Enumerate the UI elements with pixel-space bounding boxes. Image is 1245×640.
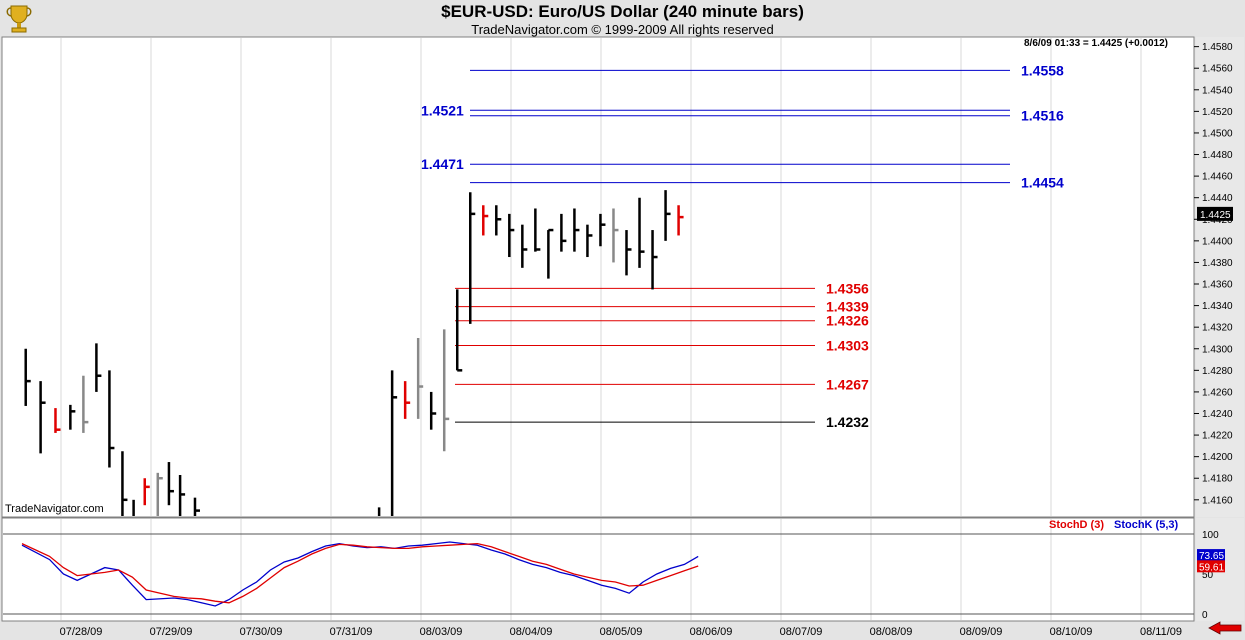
y-tick-label: 1.4180: [1202, 474, 1233, 485]
last-quote: 8/6/09 01:33 = 1.4425 (+0.0012): [1024, 38, 1169, 49]
level-label: 1.4326: [826, 313, 869, 329]
stochk-label: StochK (5,3): [1114, 519, 1179, 531]
y-tick-label: 1.4440: [1202, 193, 1233, 204]
x-tick-label: 07/31/09: [330, 626, 373, 638]
chart-subtitle: TradeNavigator.com © 1999-2009 All right…: [471, 22, 774, 37]
y-tick-label: 1.4480: [1202, 150, 1233, 161]
x-tick-label: 08/06/09: [690, 626, 733, 638]
last-price-box: [1197, 206, 1233, 221]
level-lines: 1.4558 1.4521 1.4516 1.4471 1.4454 1.4356 1.43…: [421, 62, 1064, 430]
stochd-value: 59.61: [1199, 562, 1224, 573]
stochastic-lines: [21, 541, 699, 607]
y-tick-label: 1.4520: [1202, 107, 1233, 118]
x-tick-label: 08/09/09: [960, 626, 1003, 638]
price-bars: [24, 190, 684, 516]
y-tick-label: 1.4260: [1202, 387, 1233, 398]
y-tick-label: 1.4460: [1202, 172, 1233, 183]
scroll-left-arrow-icon[interactable]: [1208, 621, 1242, 635]
y-tick-label: 1.4380: [1202, 258, 1233, 269]
axis-labels: 07/28/09 07/29/09 07/30/09 07/31/09 08/03/09…: [60, 42, 1233, 638]
level-label: 1.4303: [826, 338, 869, 354]
indicator-panel: [1, 517, 1195, 622]
stochd-value-box: [1197, 560, 1225, 573]
x-tick-label: 08/03/09: [420, 626, 463, 638]
level-label: 1.4339: [826, 299, 869, 315]
level-label: 1.4232: [826, 414, 869, 430]
stochd-label: StochD (3): [1049, 519, 1104, 531]
y-tick-label: 1.4160: [1202, 495, 1233, 506]
x-tick-label: 08/08/09: [870, 626, 913, 638]
level-label: 1.4558: [1021, 62, 1064, 78]
y-tick-label: 1.4540: [1202, 85, 1233, 96]
y-tick-label: 1.4580: [1202, 42, 1233, 53]
y-tick-label: 1.4220: [1202, 431, 1233, 442]
price-axis-bg: [1196, 37, 1244, 517]
chart-title: $EUR-USD: Euro/US Dollar (240 minute bar…: [441, 2, 804, 21]
y-tick-label: 1.4200: [1202, 452, 1233, 463]
y-tick-label: 1.4400: [1202, 236, 1233, 247]
y-tick-label: 1.4500: [1202, 128, 1233, 139]
y-tick-label: 1.4240: [1202, 409, 1233, 420]
stoch-tick-label: 100: [1202, 530, 1219, 541]
x-tick-label: 07/28/09: [60, 626, 103, 638]
stoch-series-line: [21, 542, 699, 604]
x-tick-label: 08/05/09: [600, 626, 643, 638]
stoch-series-line: [21, 541, 699, 607]
x-tick-label: 08/11/09: [1140, 626, 1182, 638]
level-label: 1.4471: [421, 156, 464, 172]
price-panel: [1, 36, 1195, 518]
stoch-tick-label: 0: [1202, 610, 1208, 621]
y-tick-label: 1.4560: [1202, 64, 1233, 75]
y-tick-label: 1.4280: [1202, 366, 1233, 377]
level-label: 1.4516: [1021, 108, 1064, 124]
y-tick-label: 1.4360: [1202, 280, 1233, 291]
x-tick-label: 08/04/09: [510, 626, 553, 638]
y-tick-label: 1.4300: [1202, 344, 1233, 355]
stoch-tick-label: 50: [1202, 570, 1214, 581]
grid: [3, 38, 1194, 620]
y-tick-label: 1.4320: [1202, 323, 1233, 334]
level-label: 1.4267: [826, 376, 869, 392]
last-price-label: 1.4425: [1200, 210, 1231, 221]
watermark: TradeNavigator.com: [5, 503, 104, 515]
x-tick-label: 08/10/09: [1050, 626, 1093, 638]
level-label: 1.4521: [421, 102, 464, 118]
y-tick-label: 1.4340: [1202, 301, 1233, 312]
level-label: 1.4356: [826, 280, 869, 296]
x-tick-label: 07/29/09: [150, 626, 193, 638]
stochk-value-box: [1197, 549, 1225, 562]
x-tick-label: 08/07/09: [780, 626, 823, 638]
stochk-value: 73.65: [1199, 551, 1224, 562]
level-label: 1.4454: [1021, 175, 1064, 191]
x-tick-label: 07/30/09: [240, 626, 283, 638]
trophy-logo-icon[interactable]: [4, 2, 34, 34]
